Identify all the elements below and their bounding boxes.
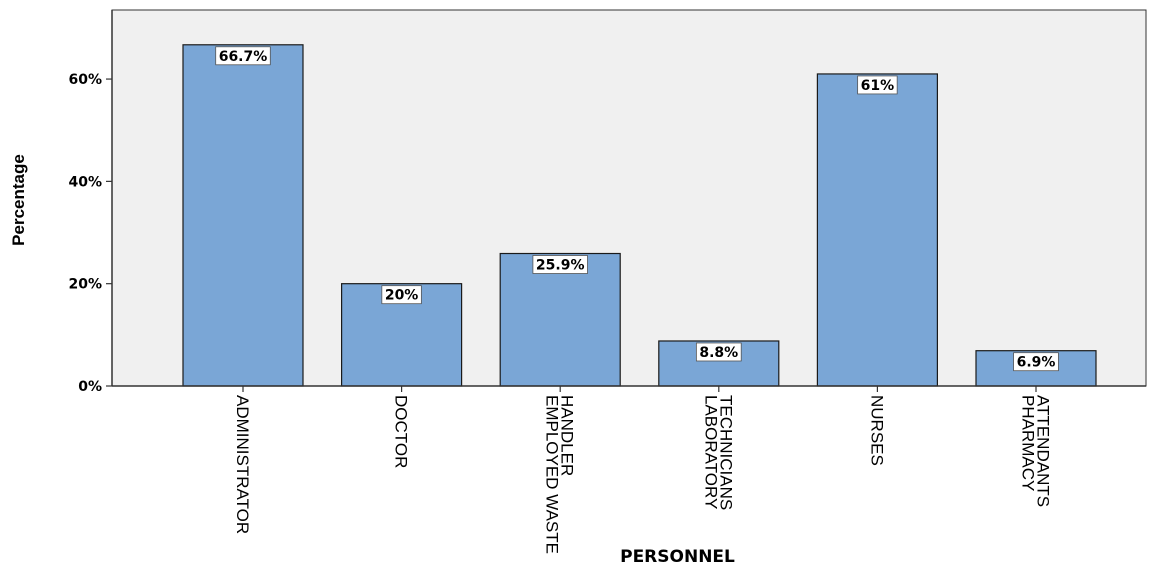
x-category-label: EMPLOYED WASTEHANDLER <box>543 395 577 554</box>
data-label-text: 20% <box>385 288 419 304</box>
x-category-label-line: ADMINISTRATOR <box>233 395 252 534</box>
data-label-text: 6.9% <box>1017 355 1056 371</box>
y-axis-ticks: 0% 20% 40% 60% <box>68 72 112 395</box>
data-labels: 66.7% 20% 25.9% 8.8% 61% 6.9% <box>215 46 1059 372</box>
data-label-text: 61% <box>861 78 895 94</box>
x-category-label-line: PHARMACY <box>1019 395 1038 491</box>
x-category-label: LABORATORYTECHNICIANS <box>701 395 735 510</box>
y-tick-label: 60% <box>68 72 102 88</box>
data-label: 61% <box>857 75 898 95</box>
bar <box>182 44 304 387</box>
x-category-label-line: HANDLER <box>558 395 577 476</box>
bar <box>816 73 939 387</box>
data-label-box <box>381 285 422 305</box>
data-label: 66.7% <box>215 46 271 66</box>
x-category-label: PHARMACYATTENDANTS <box>1019 395 1053 507</box>
x-category-label-line: DOCTOR <box>392 395 411 468</box>
data-label-box <box>1013 352 1059 372</box>
y-tick-label: 20% <box>68 277 102 293</box>
category-labels: ADMINISTRATOR DOCTOR EMPLOYED WASTEHANDLER… <box>233 386 1053 554</box>
data-label-box <box>215 46 271 66</box>
data-label: 20% <box>381 285 422 305</box>
data-label: 25.9% <box>532 255 588 274</box>
data-label-box <box>857 75 898 95</box>
data-label-text: 25.9% <box>536 258 585 274</box>
x-category-label-line: NURSES <box>867 395 886 466</box>
y-tick-label: 40% <box>68 174 102 190</box>
x-axis-title: PERSONNEL <box>620 547 735 567</box>
x-category-label-line: LABORATORY <box>701 395 720 509</box>
x-category-label-line: ATTENDANTS <box>1034 395 1053 507</box>
bar <box>499 252 621 387</box>
x-category-label-line: EMPLOYED WASTE <box>543 395 562 554</box>
x-category-label: ADMINISTRATOR <box>233 395 252 534</box>
x-category-label: DOCTOR <box>392 395 411 468</box>
data-label-text: 8.8% <box>699 345 738 361</box>
x-category-label: NURSES <box>867 395 886 466</box>
data-label: 6.9% <box>1013 352 1059 372</box>
data-label-text: 66.7% <box>219 49 268 65</box>
data-label: 8.8% <box>695 342 742 362</box>
x-category-label-line: TECHNICIANS <box>716 395 735 510</box>
y-axis-title: Percentage <box>9 154 28 246</box>
data-label-box <box>532 255 588 274</box>
data-label-box <box>695 342 742 362</box>
y-tick-label: 0% <box>78 379 102 395</box>
